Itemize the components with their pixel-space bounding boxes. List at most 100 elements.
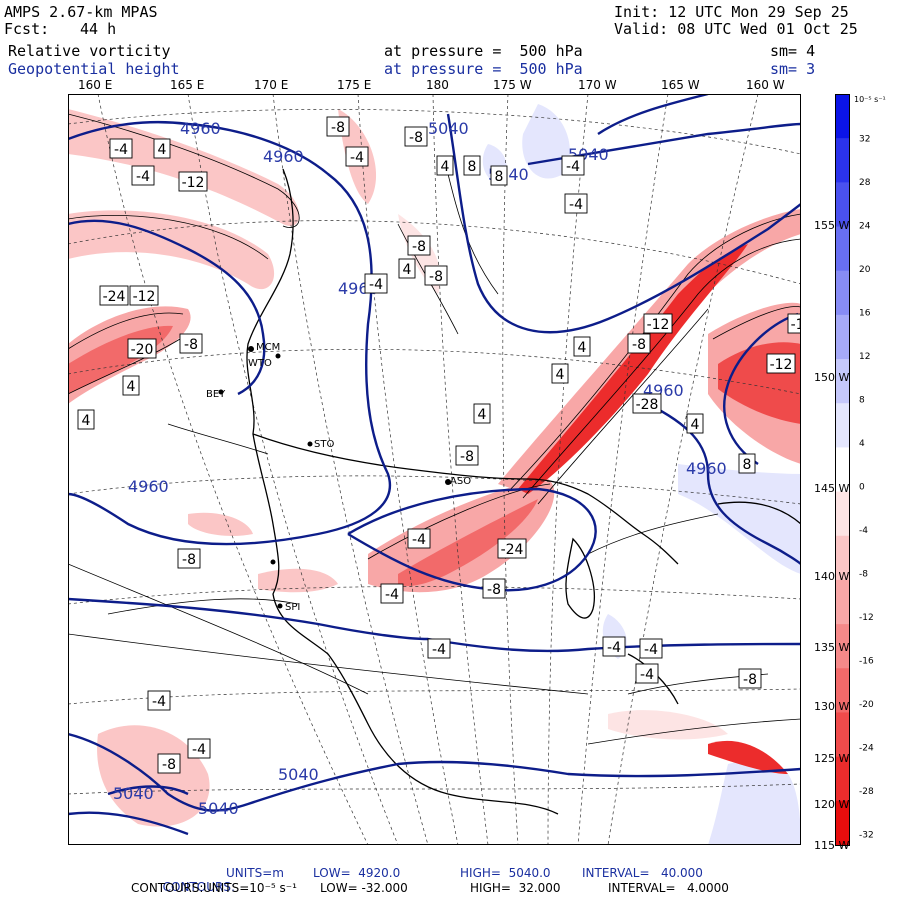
vorticity-label-text: 4 — [691, 417, 700, 433]
colorbar-label: 24 — [859, 222, 871, 232]
vorticity-label-text: -4 — [432, 642, 446, 658]
colorbar: 32 28 24 20 16 12 8 4 0 -4 -8 -12 -16 -20 -24 -28 -32 10… — [835, 94, 886, 846]
vorticity-label-box: -8 — [179, 333, 203, 354]
coastline — [246, 168, 801, 815]
height-label: 5040 — [113, 784, 154, 803]
height-labels: 4960 4960 5040 5040 5040 4960 4960 4960 … — [113, 119, 727, 818]
vorticity-label-box: -4 — [407, 528, 431, 549]
vorticity-label-text: 8 — [468, 159, 477, 175]
field2-name: Geopotential height — [8, 60, 180, 78]
footer2-high: HIGH= 32.000 — [470, 881, 561, 895]
vorticity-label-text: 4 — [556, 367, 565, 383]
colorbar-swatch — [835, 359, 850, 404]
vorticity-label-text: -8 — [460, 449, 474, 465]
vorticity-label-text: -8 — [632, 337, 646, 353]
vorticity-label-text: -8 — [412, 239, 426, 255]
vorticity-label-box: -4 — [564, 193, 588, 214]
station-labels: MCM WTO BEY STO ASO SPI — [206, 342, 471, 613]
colorbar-label: 16 — [859, 309, 871, 319]
height-label: 4960 — [128, 477, 169, 496]
lat-label: 130 W — [814, 700, 850, 713]
vorticity-label-box: -24 — [497, 538, 527, 559]
colorbar-swatches — [835, 94, 850, 846]
lon-label: 170 E — [254, 78, 289, 92]
station-label: BEY — [206, 389, 226, 400]
colorbar-label: 32 — [859, 135, 870, 145]
colorbar-label: -8 — [859, 570, 868, 580]
vorticity-label-box: 4 — [551, 363, 569, 384]
colorbar-swatch — [835, 712, 850, 758]
vorticity-label-box: 4 — [122, 375, 140, 396]
colorbar-swatch — [835, 624, 850, 669]
vorticity-label-text: 4 — [82, 413, 91, 429]
vorticity-label-box: 4 — [573, 336, 591, 357]
vorticity-contours — [68, 113, 801, 745]
vorticity-label-box: 4 — [686, 413, 704, 434]
vorticity-label-box: -16 — [787, 313, 801, 334]
colorbar-label: -24 — [859, 744, 874, 754]
colorbar-label: -4 — [859, 526, 868, 536]
vorticity-label-box: -4 — [131, 165, 155, 186]
vorticity-labels: -4 4-4 -12-8-4-84 88-4-4-84 -8-4-24 -12-20 -84… — [77, 116, 801, 774]
colorbar-label: 4 — [859, 439, 865, 449]
vorticity-label-text: 4 — [158, 142, 167, 158]
colorbar-label: -32 — [859, 831, 874, 841]
vorticity-label-box: -8 — [407, 235, 431, 256]
lat-label: 150 W — [814, 371, 850, 384]
footer1-units: UNITS=m — [226, 866, 284, 880]
colorbar-label: -20 — [859, 700, 874, 710]
vorticity-label-box: 8 — [738, 453, 756, 474]
lon-label: 165 W — [661, 78, 700, 92]
vorticity-label-text: 4 — [478, 407, 487, 423]
vorticity-label-text: -4 — [114, 142, 128, 158]
vorticity-label-box: 4 — [153, 138, 171, 159]
vorticity-label-box: -12 — [766, 353, 796, 374]
colorbar-swatch — [835, 314, 850, 360]
footer2-low: LOW= -32.000 — [320, 881, 408, 895]
colorbar-swatch — [835, 270, 850, 316]
vorticity-label-box: -8 — [404, 126, 428, 147]
field2-level: at pressure = 500 hPa — [384, 60, 583, 78]
vorticity-label-text: 4 — [403, 262, 412, 278]
colorbar-swatch — [835, 182, 850, 228]
vorticity-label-text: -4 — [644, 642, 658, 658]
vorticity-label-text: -4 — [136, 169, 150, 185]
footer1-label: CONTOURS: — [162, 880, 235, 894]
station-label: SPI — [285, 602, 300, 613]
vorticity-label-text: -4 — [192, 742, 206, 758]
vorticity-label-box: -4 — [147, 690, 171, 711]
colorbar-label: 12 — [859, 352, 870, 362]
station-label: MCM — [256, 342, 280, 353]
forecast-label: Fcst: — [4, 20, 50, 38]
lat-label: 155 W — [814, 219, 850, 232]
colorbar-swatch — [835, 226, 850, 272]
vorticity-label-text: 4 — [578, 340, 587, 356]
vorticity-label-box: -28 — [632, 393, 662, 414]
init-time: Init: 12 UTC Mon 29 Sep 25 — [614, 3, 849, 21]
colorbar-label: 0 — [859, 483, 865, 493]
colorbar-units: 10⁻⁵ s⁻¹ — [854, 95, 886, 104]
field1-level: at pressure = 500 hPa — [384, 42, 583, 60]
vorticity-height-map: 4960 4960 5040 5040 5040 4960 4960 4960 … — [68, 94, 801, 845]
vorticity-label-text: -8 — [429, 269, 443, 285]
vorticity-label-text: 4 — [441, 159, 450, 175]
station-label: STO — [314, 439, 334, 450]
vorticity-label-text: -4 — [350, 150, 364, 166]
colorbar-label: 20 — [859, 265, 871, 275]
colorbar-swatch — [835, 800, 850, 846]
lon-label: 180 — [426, 78, 449, 92]
field2-smoothing: sm= 3 — [770, 60, 816, 78]
height-label: 4960 — [180, 119, 221, 138]
field1-name: Relative vorticity — [8, 42, 171, 60]
lon-label: 160 E — [78, 78, 113, 92]
vorticity-label-box: -4 — [345, 146, 369, 167]
vorticity-label-box: -8 — [482, 578, 506, 599]
vorticity-label-box: -24 — [99, 285, 129, 306]
height-label: 5040 — [428, 119, 469, 138]
vorticity-label-text: -4 — [569, 197, 583, 213]
vorticity-label-text: -8 — [184, 337, 198, 353]
lat-label: 145 W — [814, 482, 850, 495]
vorticity-label-text: -8 — [409, 130, 423, 146]
colorbar-swatch — [835, 668, 850, 713]
vorticity-label-box: -8 — [424, 265, 448, 286]
